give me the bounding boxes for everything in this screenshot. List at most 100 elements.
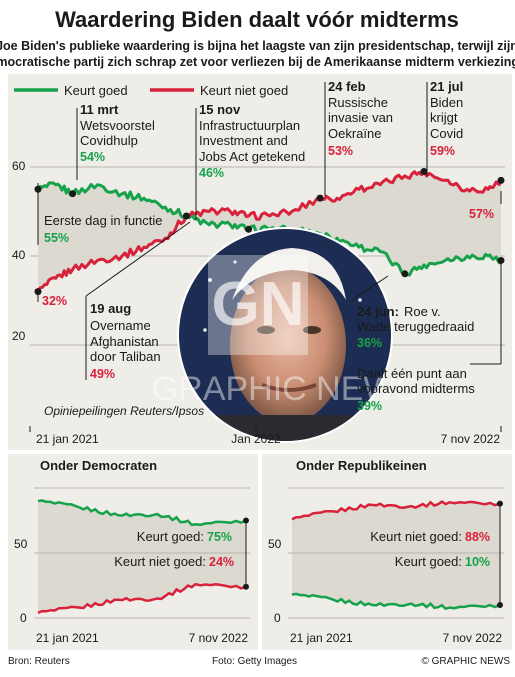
svg-text:19 aug: 19 aug <box>90 301 131 316</box>
rep-y-tick-50: 50 <box>268 537 282 551</box>
annotation-start-disapprove: 32% <box>37 290 67 308</box>
footer-copyright: © GRAPHIC NEWS <box>422 656 511 667</box>
svg-text:Wetsvoorstel: Wetsvoorstel <box>80 118 155 133</box>
dem-chart-marker-disapprove-end <box>243 583 249 590</box>
svg-text:36%: 36% <box>357 336 382 350</box>
y-tick-20: 20 <box>12 329 26 343</box>
svg-text:Keurt goed:: Keurt goed: <box>137 529 204 544</box>
svg-text:10%: 10% <box>465 555 490 569</box>
annotation-11-mrt: 11 mrt Wetsvoorstel Covidhulp 54% <box>76 102 155 180</box>
annotation-21-jul: 21 jul Biden krijgt Covid 59% <box>426 79 463 176</box>
y-tick-40: 40 <box>12 248 26 262</box>
subtitle-line-2: Democratische partij zich schrap zet voo… <box>0 55 515 69</box>
annotation-15-nov: 15 nov Infrastructuurplan Investment and… <box>195 102 305 220</box>
svg-text:54%: 54% <box>80 150 105 164</box>
svg-text:Infrastructuurplan: Infrastructuurplan <box>199 118 300 133</box>
rep-chart-line-approve <box>291 592 501 611</box>
svg-text:Eerste dag in functie: Eerste dag in functie <box>44 213 163 228</box>
dem-x-tick-start: 21 jan 2021 <box>36 631 99 645</box>
legend-label-disapprove: Keurt niet goed <box>200 83 288 98</box>
rep-chart-title: Onder Republikeinen <box>296 458 427 473</box>
annotation-24-jun: 24 jun: Roe v. Wade teruggedraaid 36% <box>351 275 474 350</box>
marker-disapprove-24-feb <box>316 194 324 202</box>
gn-logo-watermark: GN <box>212 270 305 339</box>
footer-photo-credit: Foto: Getty Images <box>212 656 297 667</box>
annotation-vooravond: Daalt één punt aan vooravond midterms 39… <box>357 262 502 413</box>
svg-text:door Taliban: door Taliban <box>90 349 161 364</box>
svg-text:57%: 57% <box>469 207 494 221</box>
svg-text:invasie van: invasie van <box>328 110 393 125</box>
svg-text:75%: 75% <box>207 530 232 544</box>
rep-x-tick-start: 21 jan 2021 <box>290 631 353 645</box>
svg-text:Roe v.: Roe v. <box>404 304 441 319</box>
x-tick-end: 7 nov 2022 <box>441 432 501 446</box>
marker-approve-24-jun <box>401 270 409 278</box>
svg-text:Keurt goed:: Keurt goed: <box>395 554 462 569</box>
svg-text:49%: 49% <box>90 367 115 381</box>
legend-label-approve: Keurt goed <box>64 83 128 98</box>
rep-x-tick-end: 7 nov 2022 <box>443 631 503 645</box>
graphic-news-watermark: GRAPHIC NEWS <box>152 370 418 408</box>
page-title: Waardering Biden daalt vóór midterms <box>55 7 459 32</box>
dem-chart-line-disapprove <box>37 582 247 614</box>
svg-text:24%: 24% <box>209 555 234 569</box>
rep-chart <box>288 487 504 619</box>
svg-text:11 mrt: 11 mrt <box>80 102 119 117</box>
gn-logo-box <box>208 255 308 355</box>
footer-source: Bron: Reuters <box>8 656 70 667</box>
y-tick-60: 60 <box>12 159 26 173</box>
rep-approve-label: Keurt goed: 10% <box>395 554 490 569</box>
rep-y-tick-0: 0 <box>274 611 281 625</box>
svg-text:vooravond midterms: vooravond midterms <box>357 381 475 396</box>
svg-text:Biden: Biden <box>430 95 463 110</box>
rep-chart-line-disapprove <box>291 500 501 521</box>
main-chart-markers <box>34 167 505 296</box>
subtitle-line-1: Joe Biden's publieke waardering is bijna… <box>0 39 515 53</box>
svg-text:Covidhulp: Covidhulp <box>80 133 138 148</box>
marker-disapprove-21-jul <box>420 167 428 175</box>
annotation-19-aug: 19 aug Overname Afghanistan door Taliban… <box>85 221 191 381</box>
marker-approve-15-nov <box>245 225 253 233</box>
dem-y-tick-50: 50 <box>14 537 28 551</box>
dem-y-tick-0: 0 <box>20 611 27 625</box>
dem-approve-label: Keurt goed: 75% <box>137 529 232 544</box>
x-tick-jan-2022: Jan 2022 <box>231 432 281 446</box>
main-chart-source: Opiniepeilingen Reuters/Ipsos <box>44 404 204 418</box>
dem-chart-marker-approve-end <box>243 517 249 524</box>
marker-approve-end <box>497 256 505 264</box>
svg-text:Afghanistan: Afghanistan <box>90 334 159 349</box>
svg-text:59%: 59% <box>430 144 455 158</box>
x-tick-start: 21 jan 2021 <box>36 432 99 446</box>
svg-text:24 jun:: 24 jun: <box>357 304 399 319</box>
svg-text:Jobs Act getekend: Jobs Act getekend <box>199 149 305 164</box>
svg-text:15 nov: 15 nov <box>199 102 241 117</box>
svg-text:Keurt niet goed:: Keurt niet goed: <box>114 554 206 569</box>
rep-chart-gap-band <box>292 501 500 609</box>
svg-text:24 feb: 24 feb <box>328 79 366 94</box>
rep-disapprove-label: Keurt niet goed: 88% <box>370 529 490 544</box>
dem-chart-title: Onder Democraten <box>40 458 157 473</box>
svg-text:39%: 39% <box>357 399 382 413</box>
svg-text:Russische: Russische <box>328 95 388 110</box>
annotation-end-disapprove: 57% <box>469 191 502 221</box>
dem-x-tick-end: 7 nov 2022 <box>189 631 249 645</box>
marker-disapprove-end <box>497 176 505 184</box>
svg-text:Investment and: Investment and <box>199 133 288 148</box>
dem-chart <box>34 487 250 619</box>
dem-disapprove-label: Keurt niet goed: 24% <box>114 554 234 569</box>
svg-text:46%: 46% <box>199 166 224 180</box>
svg-text:55%: 55% <box>44 231 69 245</box>
rep-chart-marker-approve-end <box>497 602 503 608</box>
svg-text:Oekraïne: Oekraïne <box>328 126 381 141</box>
marker-disapprove-19-aug <box>182 212 190 220</box>
svg-text:Covid: Covid <box>430 126 463 141</box>
svg-text:Keurt niet goed:: Keurt niet goed: <box>370 529 462 544</box>
svg-text:Wade teruggedraaid: Wade teruggedraaid <box>357 319 474 334</box>
series-line-disapprove <box>36 169 503 293</box>
annotation-eerste-dag: Eerste dag in functie 55% <box>37 183 163 245</box>
svg-text:21 jul: 21 jul <box>430 79 463 94</box>
marker-approve-11-mrt <box>69 190 77 198</box>
svg-text:53%: 53% <box>328 144 353 158</box>
